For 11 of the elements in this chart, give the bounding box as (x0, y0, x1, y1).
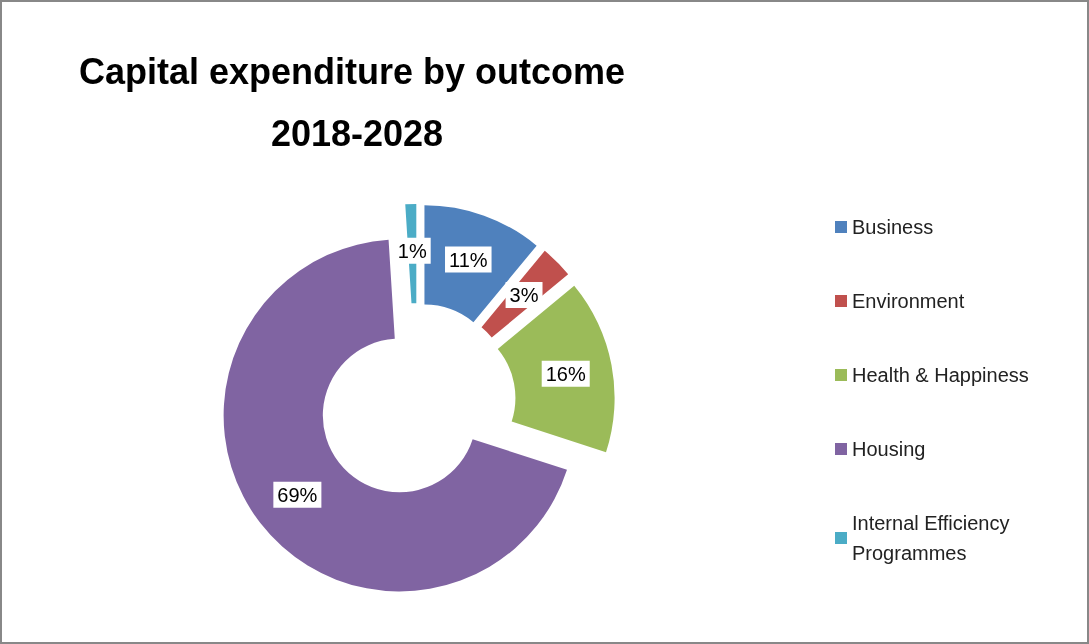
data-label: 3% (509, 283, 539, 306)
legend-label: Business (852, 216, 934, 238)
legend-label: Environment (852, 290, 965, 312)
legend-label: Internal Efficiency Programmes (852, 512, 1016, 564)
legend-label: Health & Happiness (852, 364, 1029, 386)
data-label: 16% (545, 362, 586, 385)
data-label: 69% (277, 483, 318, 506)
legend-label: Housing (852, 438, 926, 460)
data-label: 1% (397, 239, 427, 262)
data-label: 11% (449, 248, 488, 271)
chart-title: Capital expenditure by outcome 2018-2028 (78, 50, 636, 154)
